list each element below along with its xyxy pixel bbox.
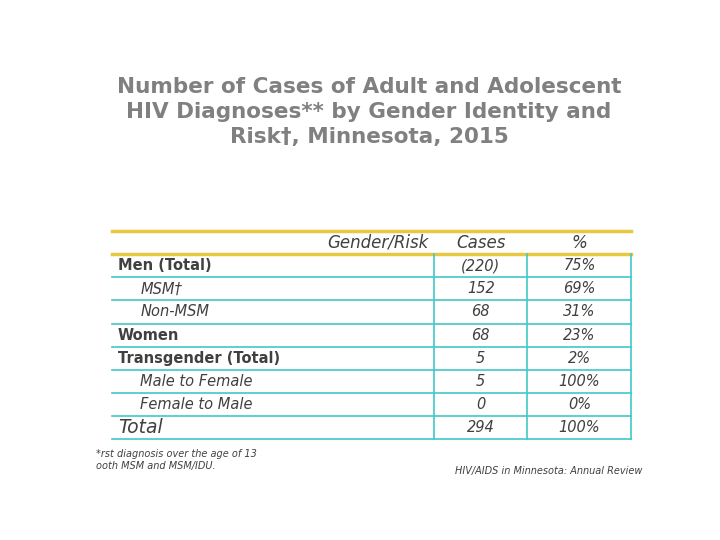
Text: 75%: 75% — [563, 258, 595, 273]
Text: Women: Women — [118, 328, 179, 342]
Text: Men (Total): Men (Total) — [118, 258, 212, 273]
Text: 5: 5 — [476, 374, 485, 389]
Text: 31%: 31% — [563, 305, 595, 320]
Text: Transgender (Total): Transgender (Total) — [118, 350, 280, 366]
Text: Total: Total — [118, 418, 163, 437]
Text: 294: 294 — [467, 420, 495, 435]
Text: Female to Male: Female to Male — [140, 397, 253, 412]
Text: Non-MSM: Non-MSM — [140, 305, 210, 320]
Text: (220): (220) — [461, 258, 500, 273]
Text: %: % — [572, 234, 588, 252]
Text: 68: 68 — [472, 328, 490, 342]
Text: 2%: 2% — [568, 350, 591, 366]
Text: 69%: 69% — [563, 281, 595, 296]
Text: 5: 5 — [476, 350, 485, 366]
Text: 152: 152 — [467, 281, 495, 296]
Text: MSM†: MSM† — [140, 281, 182, 296]
Text: 23%: 23% — [563, 328, 595, 342]
Text: 0%: 0% — [568, 397, 591, 412]
Text: Male to Female: Male to Female — [140, 374, 253, 389]
Text: 100%: 100% — [559, 420, 600, 435]
Text: Cases: Cases — [456, 234, 505, 252]
Text: 68: 68 — [472, 305, 490, 320]
Text: Number of Cases of Adult and Adolescent
HIV Diagnoses** by Gender Identity and
R: Number of Cases of Adult and Adolescent … — [117, 77, 621, 147]
Text: 0: 0 — [476, 397, 485, 412]
Text: Gender/Risk: Gender/Risk — [327, 234, 428, 252]
Text: *rst diagnosis over the age of 13
ooth MSM and MSM/IDU.: *rst diagnosis over the age of 13 ooth M… — [96, 449, 256, 471]
Text: 100%: 100% — [559, 374, 600, 389]
Text: HIV/AIDS in Minnesota: Annual Review: HIV/AIDS in Minnesota: Annual Review — [455, 467, 642, 476]
